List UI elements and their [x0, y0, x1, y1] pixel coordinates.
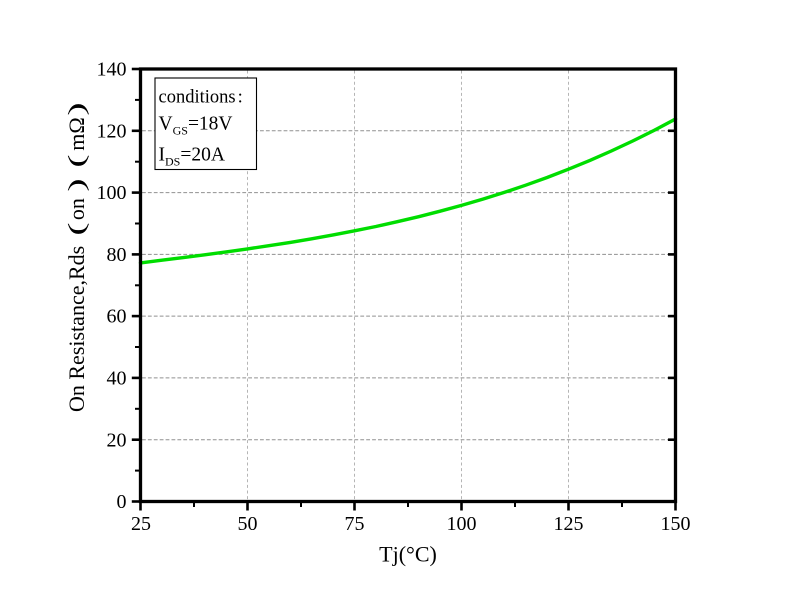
- svg-text:140: 140: [97, 59, 127, 81]
- svg-text:VGS=18V: VGS=18V: [159, 114, 233, 138]
- svg-text:40: 40: [107, 368, 127, 390]
- svg-text:80: 80: [107, 244, 127, 266]
- svg-text:conditions:: conditions:: [159, 88, 243, 108]
- svg-text:120: 120: [97, 120, 127, 142]
- svg-text:100: 100: [447, 513, 477, 535]
- svg-text:(: (: [64, 222, 90, 235]
- svg-text:60: 60: [107, 306, 127, 328]
- svg-text:0: 0: [117, 491, 127, 513]
- svg-text:(: (: [64, 154, 90, 167]
- svg-text:100: 100: [97, 182, 127, 204]
- svg-text:25: 25: [131, 513, 151, 535]
- svg-text:75: 75: [345, 513, 365, 535]
- svg-text:125: 125: [554, 513, 584, 535]
- svg-text:IDS=20A: IDS=20A: [159, 144, 225, 168]
- svg-text:50: 50: [238, 513, 258, 535]
- svg-text:): ): [64, 102, 90, 115]
- svg-text:20: 20: [107, 429, 127, 451]
- svg-text:Tj(°C): Tj(°C): [379, 542, 437, 567]
- svg-text:): ): [64, 178, 90, 191]
- svg-text:150: 150: [661, 513, 691, 535]
